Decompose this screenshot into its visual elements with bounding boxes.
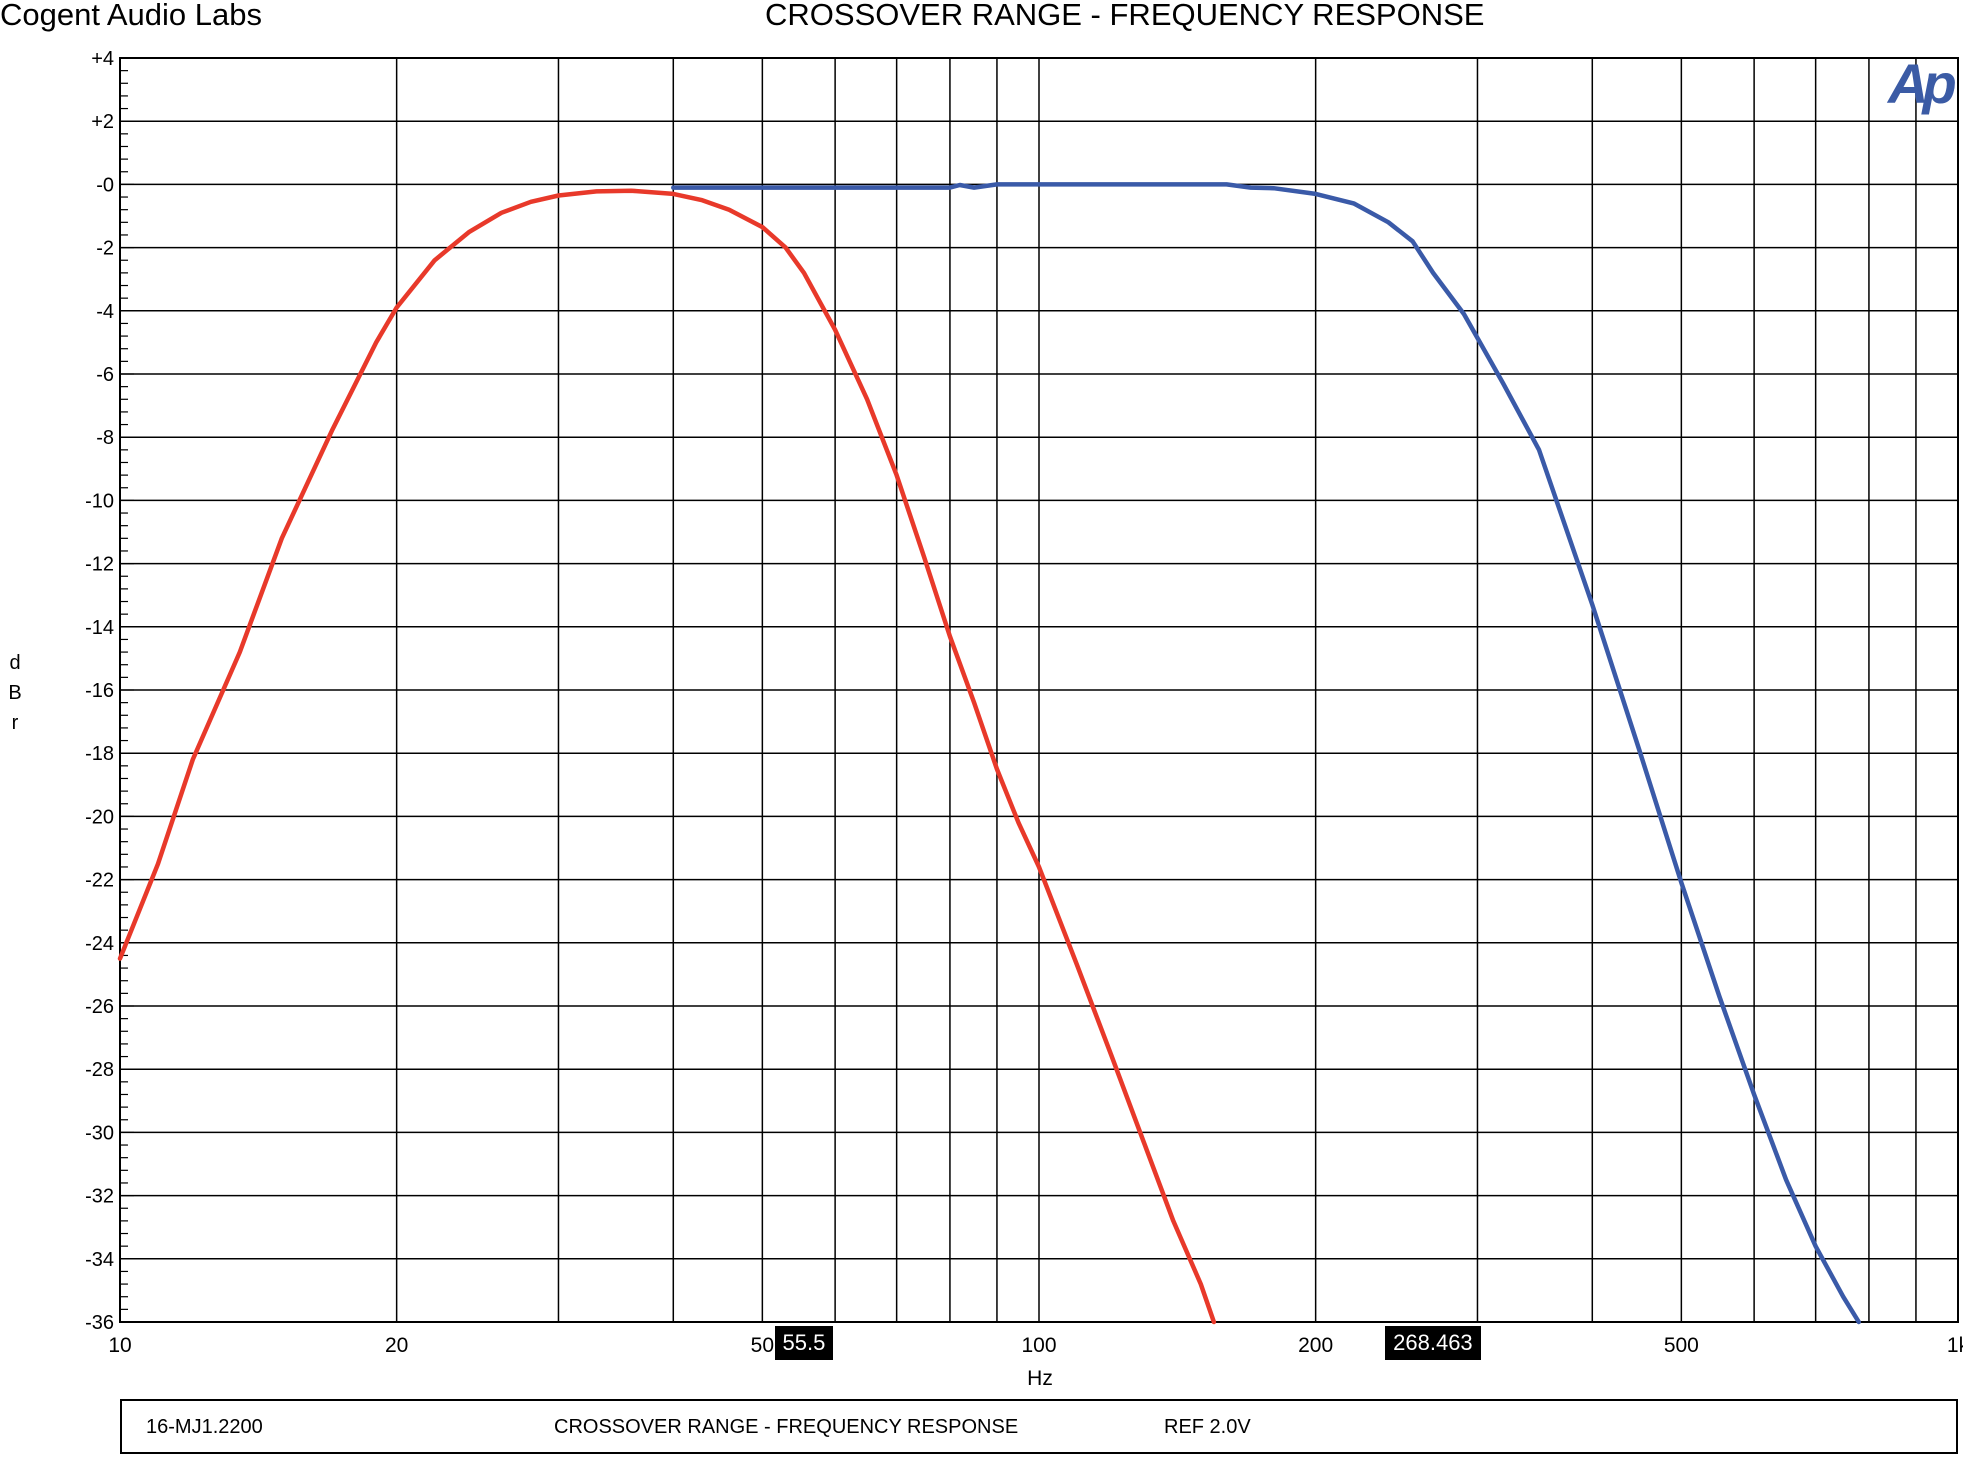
chart-title: CROSSOVER RANGE - FREQUENCY RESPONSE (765, 0, 1485, 32)
y-tick-label: -26 (85, 996, 114, 1018)
x-tick-labels: 10 20 50 100 200 500 1k (108, 1334, 1963, 1357)
y-tick-label: +2 (91, 111, 114, 133)
y-tick-labels: +4 +2 -0 -2 -4 -6 -8 -10 -12 -14 -16 -18 -20 -22 -24 -2… (85, 48, 114, 1334)
y-tick-label: -10 (85, 490, 114, 512)
y-tick-label: -34 (85, 1249, 114, 1271)
y-tick-label: -18 (85, 743, 114, 765)
x-axis-label: Hz (1027, 1367, 1053, 1390)
x-tick-label: 100 (1021, 1334, 1056, 1357)
footer-ref: REF 2.0V (1164, 1416, 1251, 1438)
footer-panel: 16-MJ1.2200 CROSSOVER RANGE - FREQUENCY … (120, 1399, 1958, 1454)
x-tick-label: 20 (385, 1334, 408, 1357)
x-tick-label: 10 (108, 1334, 131, 1357)
footer-title: CROSSOVER RANGE - FREQUENCY RESPONSE (554, 1416, 1019, 1438)
y-tick-label: -4 (96, 301, 114, 323)
y-tick-label: -14 (85, 617, 114, 639)
y-axis-label: d B r (8, 652, 22, 734)
cursor-readout-lower: 55.5 (774, 1326, 834, 1360)
x-tick-label: 1k (1947, 1334, 1963, 1357)
x-tick-label: 200 (1298, 1334, 1333, 1357)
grid (120, 58, 1958, 1322)
ap-logo: Ap (1888, 52, 1957, 115)
y-tick-label: -2 (96, 238, 114, 260)
footer-id: 16-MJ1.2200 (146, 1416, 263, 1438)
brand-title: Cogent Audio Labs (0, 0, 262, 32)
y-tick-label: -28 (85, 1059, 114, 1081)
y-tick-label: -22 (85, 870, 114, 892)
response-curve-2 (671, 182, 1862, 1325)
cursor-readout-upper: 268.463 (1385, 1326, 1481, 1360)
series-layer (117, 182, 1862, 1325)
y-tick-label: -12 (85, 554, 114, 576)
y-tick-label: -32 (85, 1186, 114, 1208)
y-tick-label: -20 (85, 806, 114, 828)
y-tick-label: -24 (85, 933, 114, 955)
plot-frame (119, 57, 1959, 1323)
y-tick-label: -8 (96, 427, 114, 449)
minor-ticks (120, 57, 134, 1323)
y-tick-label: -36 (85, 1312, 114, 1334)
y-tick-label: -6 (96, 364, 114, 386)
y-tick-label: +4 (91, 48, 114, 70)
response-curve-1 (117, 188, 1217, 1325)
x-tick-label: 500 (1664, 1334, 1699, 1357)
x-tick-label: 50 (751, 1334, 774, 1357)
y-tick-label: -16 (85, 680, 114, 702)
y-tick-label: -30 (85, 1122, 114, 1144)
y-tick-label: -0 (96, 174, 114, 196)
